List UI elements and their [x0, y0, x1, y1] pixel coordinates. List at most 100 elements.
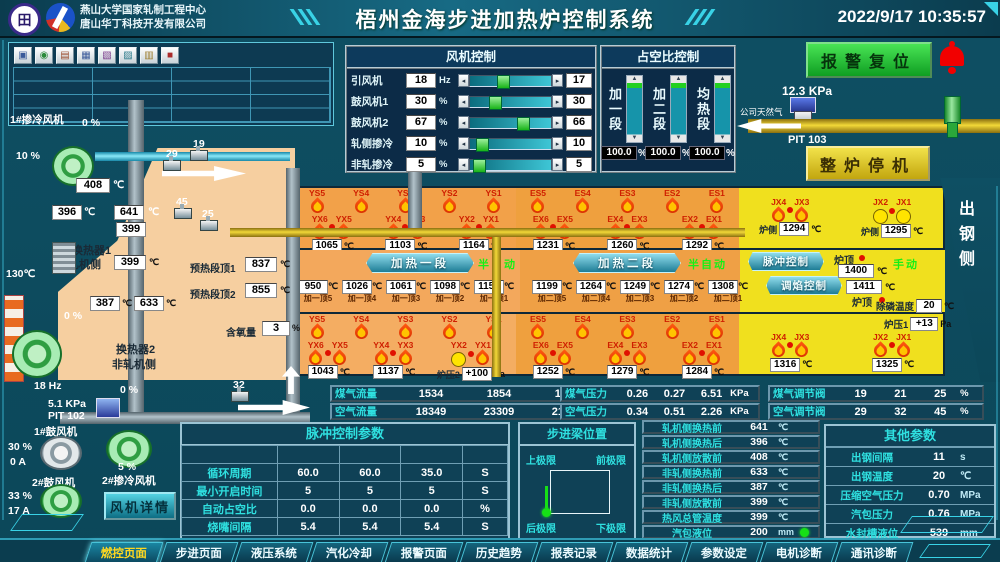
- slider-down-icon[interactable]: ▼: [719, 135, 726, 141]
- toolbar-icon[interactable]: ▦: [77, 47, 95, 64]
- slider-right-arrow-icon[interactable]: ▸: [552, 116, 563, 129]
- nav-tab[interactable]: 通讯诊断: [834, 542, 914, 562]
- slider-down-icon[interactable]: ▼: [675, 135, 682, 141]
- fan-slider[interactable]: ◂ ▸: [458, 95, 563, 110]
- id-fan-icon[interactable]: [12, 330, 62, 378]
- toolbar-icon[interactable]: ▣: [14, 47, 32, 64]
- fan-slider[interactable]: ◂ ▸: [458, 137, 563, 152]
- slider-thumb[interactable]: [473, 158, 487, 173]
- zone-temperature: 1279: [607, 365, 638, 379]
- nav-tab[interactable]: 报警页面: [384, 542, 464, 562]
- slider-right-arrow-icon[interactable]: ▸: [552, 137, 563, 150]
- valve-19: 19: [193, 138, 205, 150]
- flame-adjust-button[interactable]: 调焰控制: [766, 276, 842, 295]
- gas-drop-pipe: [492, 237, 501, 377]
- valve-32-icon[interactable]: [231, 387, 249, 402]
- furnace-stop-button[interactable]: 整炉停机: [806, 146, 930, 181]
- cold-fan2-icon[interactable]: [106, 430, 152, 468]
- slider-rail[interactable]: [469, 116, 552, 131]
- decor-right-edge: [996, 186, 998, 520]
- duty-slider[interactable]: ▲ ▼: [626, 75, 643, 143]
- descale-temp-row: 除磷温度 20 ℃: [876, 299, 955, 313]
- burner-label: JX4: [771, 332, 787, 342]
- fan-slider[interactable]: ◂ ▸: [458, 116, 563, 131]
- nav-tab[interactable]: 报表记录: [534, 542, 614, 562]
- slider-thumb[interactable]: [516, 116, 530, 131]
- slider-thumb[interactable]: [497, 74, 511, 89]
- slider-thumb[interactable]: [476, 137, 490, 152]
- cold-fan1-label: 1#掺冷风机: [10, 114, 64, 126]
- slider-right-arrow-icon[interactable]: ▸: [552, 74, 563, 87]
- duty-slider[interactable]: ▲ ▼: [670, 75, 687, 143]
- toolbar-icon[interactable]: ▧: [98, 47, 116, 64]
- blower2-icon[interactable]: [40, 484, 82, 518]
- alarm-grid[interactable]: [13, 67, 331, 123]
- alarm-bell-icon[interactable]: [940, 41, 964, 74]
- slider-left-arrow-icon[interactable]: ◂: [458, 74, 469, 87]
- fan-detail-button[interactable]: 风机详情: [104, 492, 176, 520]
- nav-tab[interactable]: 液压系统: [234, 542, 314, 562]
- gas-shutoff-valve-icon[interactable]: [944, 96, 961, 124]
- zone1-label: 加热一段: [366, 253, 474, 273]
- fan-slider[interactable]: ◂ ▸: [458, 158, 563, 173]
- nav-tab[interactable]: 燃控页面: [84, 542, 164, 562]
- nav-tab[interactable]: 数据统计: [609, 542, 689, 562]
- pit103-tag: PIT 103: [788, 134, 827, 146]
- roof-thermocouple: 1061 ℃ 加一顶3: [384, 276, 428, 303]
- roof-temp-value: 1098: [429, 280, 460, 294]
- slider-left-arrow-icon[interactable]: ◂: [458, 116, 469, 129]
- valve-25-icon[interactable]: [200, 216, 218, 231]
- slider-rail[interactable]: [469, 95, 552, 110]
- zone-temperature: 1252: [532, 365, 563, 379]
- zone-temperature: 1316: [770, 357, 801, 372]
- toolbar-icon[interactable]: ◉: [35, 47, 53, 64]
- alarm-reset-button[interactable]: 报警复位: [806, 42, 932, 78]
- toolbar-icon[interactable]: ▨: [119, 47, 137, 64]
- slider-left-arrow-icon[interactable]: ◂: [458, 158, 469, 171]
- slider-up-icon[interactable]: ▲: [631, 76, 638, 82]
- burner-label: YX2: [458, 214, 475, 224]
- nav-tab[interactable]: 汽化冷却: [309, 542, 389, 562]
- valve-29-icon[interactable]: [163, 156, 181, 171]
- pulse-control-button[interactable]: 脉冲控制: [748, 252, 824, 271]
- hx-temp-list: 轧机侧换热前 641 ℃ 轧机侧换热后 396 ℃ 轧机侧放散前 408 ℃ 非轧侧换热前 6…: [642, 420, 820, 540]
- burner-label: EX5: [556, 340, 573, 350]
- valve-19-icon[interactable]: [190, 146, 208, 161]
- slider-rail[interactable]: [469, 137, 552, 152]
- blower1-icon[interactable]: [40, 436, 82, 470]
- nav-tab[interactable]: 参数设定: [684, 542, 764, 562]
- nav-tab[interactable]: 步进页面: [159, 542, 239, 562]
- burner-label: YS3: [397, 314, 414, 324]
- burner-label: EX5: [556, 214, 573, 224]
- slider-thumb[interactable]: [489, 95, 503, 110]
- slider-rail[interactable]: [469, 158, 552, 173]
- toolbar-icon[interactable]: ■: [161, 47, 179, 64]
- band-seg-heat2-bot: ES5 ES4 ES3 ES2 ES1 EX6 EX5 1252 ℃ EX4 EX3: [515, 314, 740, 379]
- duty-slider[interactable]: ▲ ▼: [714, 75, 731, 143]
- burner-label: ES3: [619, 314, 636, 324]
- temp-list-row: 轧机侧换热前 641 ℃: [642, 420, 820, 435]
- nav-tab[interactable]: 历史趋势: [459, 542, 539, 562]
- slider-right-arrow-icon[interactable]: ▸: [552, 95, 563, 108]
- pulse-col-header: [338, 445, 402, 464]
- valve-45-icon[interactable]: [174, 204, 192, 219]
- roof-temp-label: 加一顶2: [435, 294, 465, 303]
- toolbar-icon[interactable]: ▥: [140, 47, 158, 64]
- toolbar-icon[interactable]: ▤: [56, 47, 74, 64]
- slider-left-arrow-icon[interactable]: ◂: [458, 137, 469, 150]
- slider-up-icon[interactable]: ▲: [719, 76, 726, 82]
- slider-up-icon[interactable]: ▲: [675, 76, 682, 82]
- page-title: 梧州金海步进加热炉控制系统: [355, 7, 655, 32]
- fan-slider[interactable]: ◂ ▸: [458, 74, 563, 89]
- flame-icon: [351, 197, 371, 216]
- slider-right-arrow-icon[interactable]: ▸: [552, 158, 563, 171]
- pulse-col-header: [276, 445, 340, 464]
- slider-down-icon[interactable]: ▼: [631, 135, 638, 141]
- fan-unit: %: [439, 117, 448, 128]
- slider-rail[interactable]: [469, 74, 552, 89]
- nav-tab[interactable]: 电机诊断: [759, 542, 839, 562]
- slider-left-arrow-icon[interactable]: ◂: [458, 95, 469, 108]
- temp-list-row: 轧机侧放散前 408 ℃: [642, 450, 820, 465]
- fan-setpoint-value: 30: [406, 94, 436, 109]
